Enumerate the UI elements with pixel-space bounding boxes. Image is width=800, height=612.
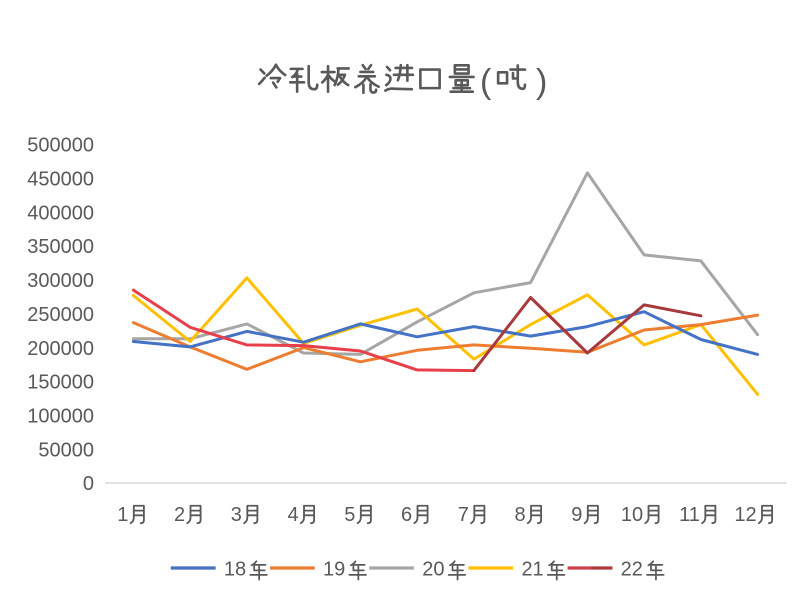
- svg-text:12: 12: [734, 504, 756, 526]
- svg-text:1: 1: [117, 504, 128, 526]
- svg-text:350000: 350000: [27, 236, 94, 258]
- svg-text:7: 7: [458, 504, 469, 526]
- svg-text:500000: 500000: [27, 135, 94, 157]
- svg-text:3: 3: [231, 504, 242, 526]
- svg-text:21: 21: [521, 559, 543, 581]
- svg-text:5: 5: [344, 504, 355, 526]
- svg-text:8: 8: [514, 504, 525, 526]
- svg-text:50000: 50000: [38, 439, 94, 461]
- svg-text:300000: 300000: [27, 270, 94, 292]
- svg-text:(: (: [480, 63, 492, 101]
- svg-text:4: 4: [287, 504, 298, 526]
- svg-text:20: 20: [422, 559, 444, 581]
- svg-text:250000: 250000: [27, 304, 94, 326]
- svg-text:2: 2: [174, 504, 185, 526]
- svg-text:18: 18: [224, 559, 246, 581]
- svg-text:9: 9: [571, 504, 582, 526]
- svg-text:10: 10: [621, 504, 643, 526]
- svg-text:): ): [536, 63, 547, 101]
- svg-text:200000: 200000: [27, 338, 94, 360]
- svg-text:400000: 400000: [27, 202, 94, 224]
- svg-text:450000: 450000: [27, 169, 94, 191]
- svg-text:100000: 100000: [27, 406, 94, 428]
- svg-text:150000: 150000: [27, 372, 94, 394]
- svg-text:19: 19: [323, 559, 345, 581]
- svg-text:0: 0: [83, 473, 94, 495]
- svg-text:11: 11: [679, 504, 700, 526]
- svg-text:6: 6: [401, 504, 412, 526]
- svg-text:22: 22: [621, 559, 643, 581]
